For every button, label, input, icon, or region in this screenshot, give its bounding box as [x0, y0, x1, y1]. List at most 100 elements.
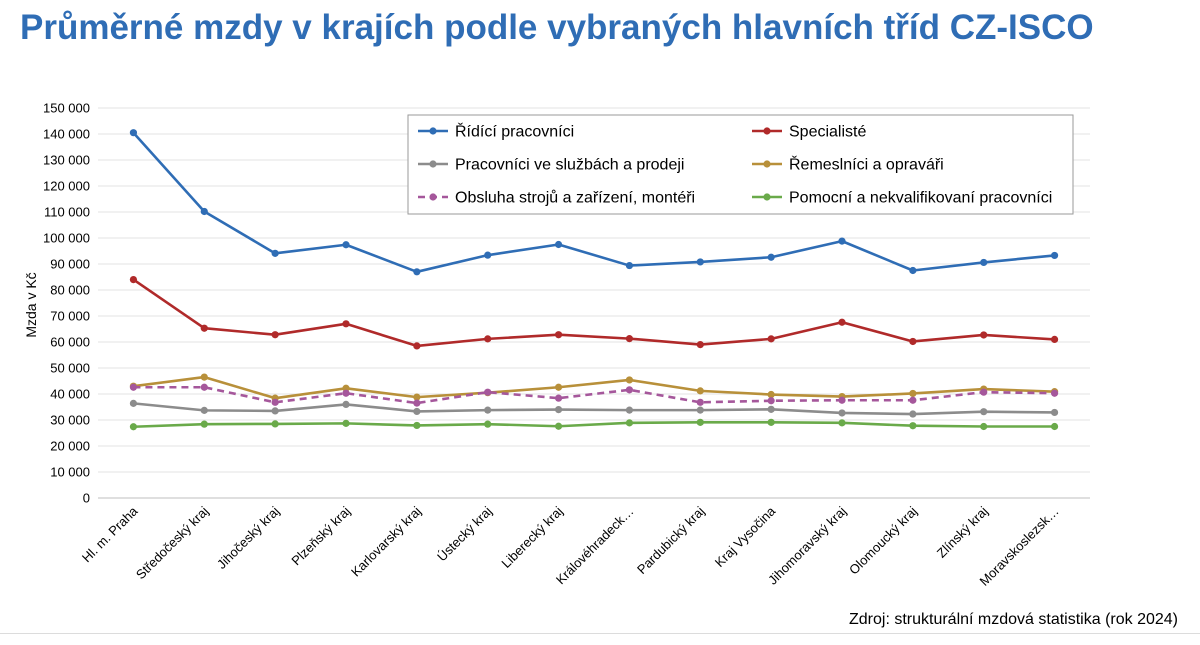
data-point: [625, 335, 634, 343]
y-tick-label: 20 000: [50, 439, 90, 454]
data-point: [413, 342, 421, 350]
data-point: [200, 420, 208, 428]
data-point: [909, 389, 917, 398]
data-point: [484, 420, 492, 428]
data-point: [554, 406, 563, 414]
data-point: [342, 400, 350, 408]
data-point: [129, 423, 138, 431]
data-point: [413, 393, 421, 401]
data-point: [980, 258, 988, 267]
data-point: [767, 405, 775, 413]
data-point: [271, 420, 279, 428]
y-tick-label: 40 000: [50, 387, 90, 402]
data-point: [342, 320, 350, 328]
data-point: [129, 276, 138, 284]
data-point: [200, 324, 208, 332]
x-tick-label: Středočeský kraj: [133, 503, 212, 582]
data-point: [271, 398, 279, 406]
x-tick-label: Královéhradeck…: [553, 504, 637, 588]
legend-item: Specialisté: [752, 124, 866, 141]
data-point: [413, 268, 421, 276]
data-point: [554, 240, 563, 249]
data-point: [625, 386, 634, 394]
data-point: [980, 388, 988, 396]
x-tick-label: Kraj Vysočina: [712, 503, 779, 570]
data-point: [838, 396, 846, 404]
legend-marker: [763, 127, 771, 135]
y-tick-label: 70 000: [50, 309, 90, 324]
legend-label: Pracovníci ve službách a prodeji: [455, 157, 684, 174]
data-point: [271, 249, 279, 257]
data-point: [1050, 251, 1059, 260]
x-tick-label: Liberecký kraj: [498, 503, 565, 570]
legend-marker: [429, 193, 437, 201]
data-point: [838, 318, 846, 326]
data-point: [696, 406, 704, 414]
series-line: [132, 131, 1055, 274]
data-point: [1050, 389, 1059, 397]
data-point: [625, 376, 634, 384]
legend-label: Řídící pracovníci: [455, 122, 574, 141]
data-point: [909, 396, 917, 404]
x-tick-label: Karlovarský kraj: [348, 503, 424, 579]
series-6: [129, 418, 1059, 431]
data-point: [413, 399, 421, 407]
y-tick-label: 150 000: [43, 101, 90, 116]
data-point: [200, 383, 208, 391]
series-line: [133, 421, 1055, 429]
data-point: [342, 389, 350, 397]
y-tick-label: 100 000: [43, 231, 90, 246]
data-point: [413, 421, 421, 430]
data-point: [767, 390, 775, 399]
source-note: Zdroj: strukturální mzdová statistika (r…: [848, 611, 1178, 628]
data-point: [1050, 422, 1059, 431]
legend-label: Pomocní a nekvalifikovaní pracovníci: [789, 190, 1052, 207]
legend-marker: [763, 160, 771, 168]
data-point: [696, 258, 704, 266]
series-4: [129, 373, 1059, 402]
data-point: [696, 341, 704, 349]
data-point: [838, 237, 846, 245]
legend-marker: [763, 193, 771, 201]
y-tick-label: 120 000: [43, 179, 90, 194]
series-line: [133, 385, 1055, 405]
data-point: [484, 335, 492, 343]
data-point: [980, 331, 988, 339]
y-tick-label: 10 000: [50, 465, 90, 480]
legend-item: Řemeslníci a opraváři: [752, 155, 944, 174]
x-tick-label: Hl. m. Praha: [79, 503, 141, 565]
x-tick-label: Olomoucký kraj: [846, 503, 920, 577]
chart-title: Průměrné mzdy v krajích podle vybraných …: [20, 8, 1094, 47]
y-axis-label: Mzda v Kč: [23, 272, 39, 337]
data-point: [342, 419, 350, 427]
data-point: [413, 407, 421, 416]
data-point: [129, 383, 138, 391]
data-point: [271, 331, 279, 339]
legend: Řídící pracovníci Specialisté Pracovníci v…: [407, 114, 1074, 215]
data-point: [625, 406, 634, 414]
series-3: [129, 399, 1059, 418]
data-point: [1050, 408, 1059, 417]
data-point: [980, 408, 988, 416]
x-tick-label: Zlínský kraj: [934, 503, 991, 560]
data-point: [767, 253, 775, 261]
data-point: [342, 241, 350, 249]
legend-label: Řemeslníci a opraváři: [789, 155, 944, 174]
data-point: [271, 407, 279, 415]
x-tick-label: Jihočeský kraj: [214, 503, 282, 571]
series-line: [133, 375, 1055, 400]
legend-label: Specialisté: [789, 124, 866, 141]
data-point: [129, 129, 138, 137]
x-tick-label: Jihomoravský kraj: [765, 503, 849, 587]
series-line: [132, 278, 1055, 348]
data-point: [909, 422, 917, 430]
data-point: [980, 422, 988, 431]
x-tick-label: Plzeňský kraj: [288, 503, 353, 568]
data-point: [767, 418, 775, 426]
data-point: [200, 406, 208, 414]
data-point: [200, 207, 208, 216]
y-tick-label: 0: [83, 491, 90, 506]
y-tick-label: 130 000: [43, 153, 90, 168]
data-point: [767, 397, 775, 405]
